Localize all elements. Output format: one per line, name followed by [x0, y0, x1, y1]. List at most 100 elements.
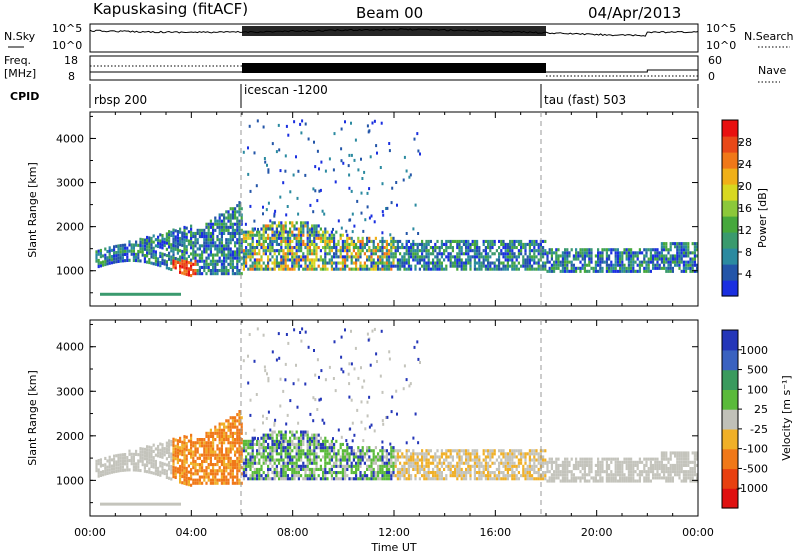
velocity-cell: [333, 446, 336, 450]
velocity-cell: [308, 439, 311, 443]
velocity-cell: [352, 458, 355, 462]
power-cell: [110, 255, 113, 259]
power-cell: [542, 252, 545, 256]
power-cell: [209, 269, 212, 273]
velocity-cell: [537, 477, 540, 481]
power-cell: [340, 147, 343, 151]
power-cell: [185, 272, 188, 276]
power-cell: [649, 248, 652, 252]
power-cell: [355, 252, 358, 256]
power-cell: [588, 254, 591, 258]
velocity-cell: [236, 463, 239, 467]
power-cell: [137, 253, 140, 257]
velocity-cell: [542, 471, 545, 475]
velocity-cell: [561, 479, 564, 483]
velocity-cell: [575, 467, 578, 471]
velocity-cell: [357, 477, 360, 481]
velocity-cell: [678, 460, 681, 464]
velocity-cell: [691, 467, 694, 471]
velocity-cell: [374, 446, 377, 450]
power-cell: [354, 138, 357, 142]
velocity-cell: [176, 454, 179, 458]
power-cell: [357, 255, 360, 259]
velocity-cell: [176, 442, 179, 446]
power-cell: [175, 292, 178, 296]
power-cell: [220, 250, 223, 254]
velocity-cell: [212, 466, 215, 470]
power-cell: [621, 257, 624, 261]
power-cell: [548, 251, 551, 255]
power-cell: [414, 242, 417, 246]
power-cell: [315, 236, 318, 240]
velocity-cell: [183, 447, 186, 451]
power-cell: [410, 252, 413, 256]
power-cell: [346, 249, 349, 253]
date-label: 04/Apr/2013: [588, 4, 681, 22]
power-cell: [269, 242, 272, 246]
velocity-cell: [493, 452, 496, 456]
power-cell: [537, 252, 540, 256]
velocity-cell: [95, 459, 98, 463]
velocity-cell: [291, 464, 294, 468]
power-cell: [236, 231, 239, 235]
velocity-cell: [509, 464, 512, 468]
velocity-cell: [115, 454, 118, 458]
velocity-cell: [484, 449, 487, 453]
velocity-cell: [238, 416, 241, 420]
power-cell: [456, 264, 459, 268]
power-cell: [231, 269, 234, 273]
power-cell: [245, 255, 248, 259]
velocity-cell: [174, 466, 177, 470]
velocity-cell: [264, 449, 267, 453]
velocity-cell: [460, 455, 463, 459]
power-cell: [238, 247, 241, 251]
velocity-cell: [306, 477, 309, 481]
power-cell: [247, 242, 250, 246]
velocity-cell: [179, 474, 182, 478]
velocity-cell: [533, 467, 536, 471]
power-cell: [520, 249, 523, 253]
velocity-cell: [212, 478, 215, 482]
power-cell: [667, 251, 670, 255]
power-cell: [399, 246, 402, 250]
velocity-cell: [240, 450, 243, 454]
velocity-cell: [212, 481, 215, 485]
power-cell: [132, 249, 135, 253]
velocity-cell: [579, 476, 582, 480]
power-cell: [192, 269, 195, 273]
velocity-cell: [456, 467, 459, 471]
power-cell: [335, 252, 338, 256]
power-cell: [284, 246, 287, 250]
power-cell: [227, 219, 230, 223]
velocity-cell: [511, 464, 514, 468]
velocity-cell: [194, 447, 197, 451]
velocity-cell: [172, 443, 175, 447]
power-cell: [253, 267, 256, 271]
power-cell: [333, 246, 336, 250]
velocity-cell: [300, 452, 303, 456]
power-cell: [326, 239, 329, 243]
power-cell: [454, 258, 457, 262]
power-cell: [385, 261, 388, 265]
power-cell: [280, 267, 283, 271]
power-cell: [383, 261, 386, 265]
power-cell: [194, 250, 197, 254]
velocity-cell: [229, 441, 232, 445]
velocity-cell: [103, 502, 106, 506]
velocity-cell: [198, 441, 201, 445]
power-cell: [280, 246, 283, 250]
power-cell: [394, 239, 397, 243]
velocity-cell: [687, 457, 690, 461]
velocity-cell: [229, 416, 232, 420]
velocity-cell: [245, 471, 248, 475]
power-cell: [445, 246, 448, 250]
power-cell: [319, 255, 322, 259]
velocity-cell: [366, 464, 369, 468]
velocity-cell: [458, 474, 461, 478]
power-cell: [240, 241, 243, 245]
power-cell: [165, 238, 168, 242]
velocity-cell: [429, 455, 432, 459]
velocity-cell: [449, 452, 452, 456]
power-cell: [372, 267, 375, 271]
power-cell: [665, 260, 668, 264]
